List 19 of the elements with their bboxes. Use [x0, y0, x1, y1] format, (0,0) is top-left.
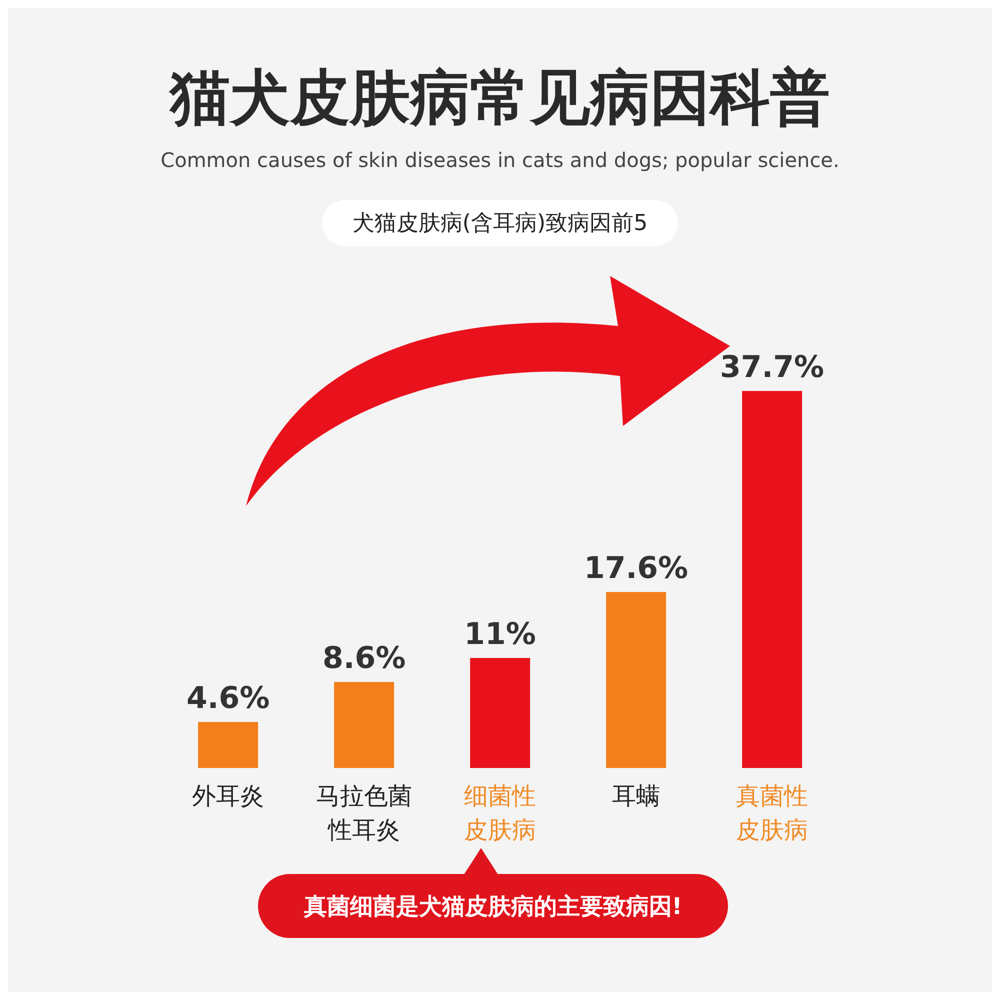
text: 犬猫皮肤病(含耳病)致病因前5: [322, 200, 678, 246]
bar: [198, 722, 258, 768]
data-label: 8.6%: [322, 641, 406, 676]
bar: [606, 592, 666, 768]
x-tick-label: 真菌性皮肤病: [736, 782, 808, 844]
x-tick-label: 耳螨: [612, 782, 660, 810]
bar: [334, 682, 394, 768]
bar: [742, 391, 802, 768]
x-tick-label: 外耳炎: [192, 782, 264, 810]
data-label: 37.7%: [720, 350, 824, 385]
data-label: 11%: [464, 617, 536, 652]
bar: [470, 658, 530, 768]
x-tick-label: 细菌性皮肤病: [464, 782, 536, 844]
data-label: 4.6%: [186, 681, 270, 716]
chart-title: 猫犬皮肤病常见病因科普: [168, 62, 831, 135]
text: 真菌细菌是犬猫皮肤病的主要致病因!: [304, 892, 682, 922]
x-tick-label: 马拉色菌性耳炎: [316, 782, 412, 844]
data-label: 17.6%: [584, 551, 688, 586]
chart-subtitle: Common causes of skin diseases in cats and dogs; popular science.: [160, 148, 840, 172]
